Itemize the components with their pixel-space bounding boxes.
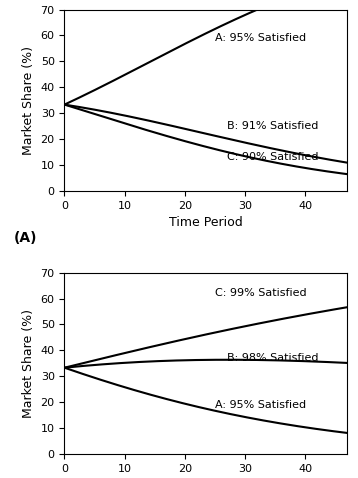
Text: (A): (A) — [14, 231, 37, 245]
Text: B: 91% Satisfied: B: 91% Satisfied — [227, 121, 318, 131]
Text: A: 95% Satisfied: A: 95% Satisfied — [215, 400, 306, 410]
Text: C: 90% Satisfied: C: 90% Satisfied — [227, 152, 318, 163]
Y-axis label: Market Share (%): Market Share (%) — [22, 46, 35, 155]
Text: A: 95% Satisfied: A: 95% Satisfied — [215, 33, 306, 43]
Text: B: 98% Satisfied: B: 98% Satisfied — [227, 353, 318, 363]
Y-axis label: Market Share (%): Market Share (%) — [22, 309, 35, 418]
Text: C: 99% Satisfied: C: 99% Satisfied — [215, 288, 306, 298]
X-axis label: Time Period: Time Period — [169, 216, 243, 229]
